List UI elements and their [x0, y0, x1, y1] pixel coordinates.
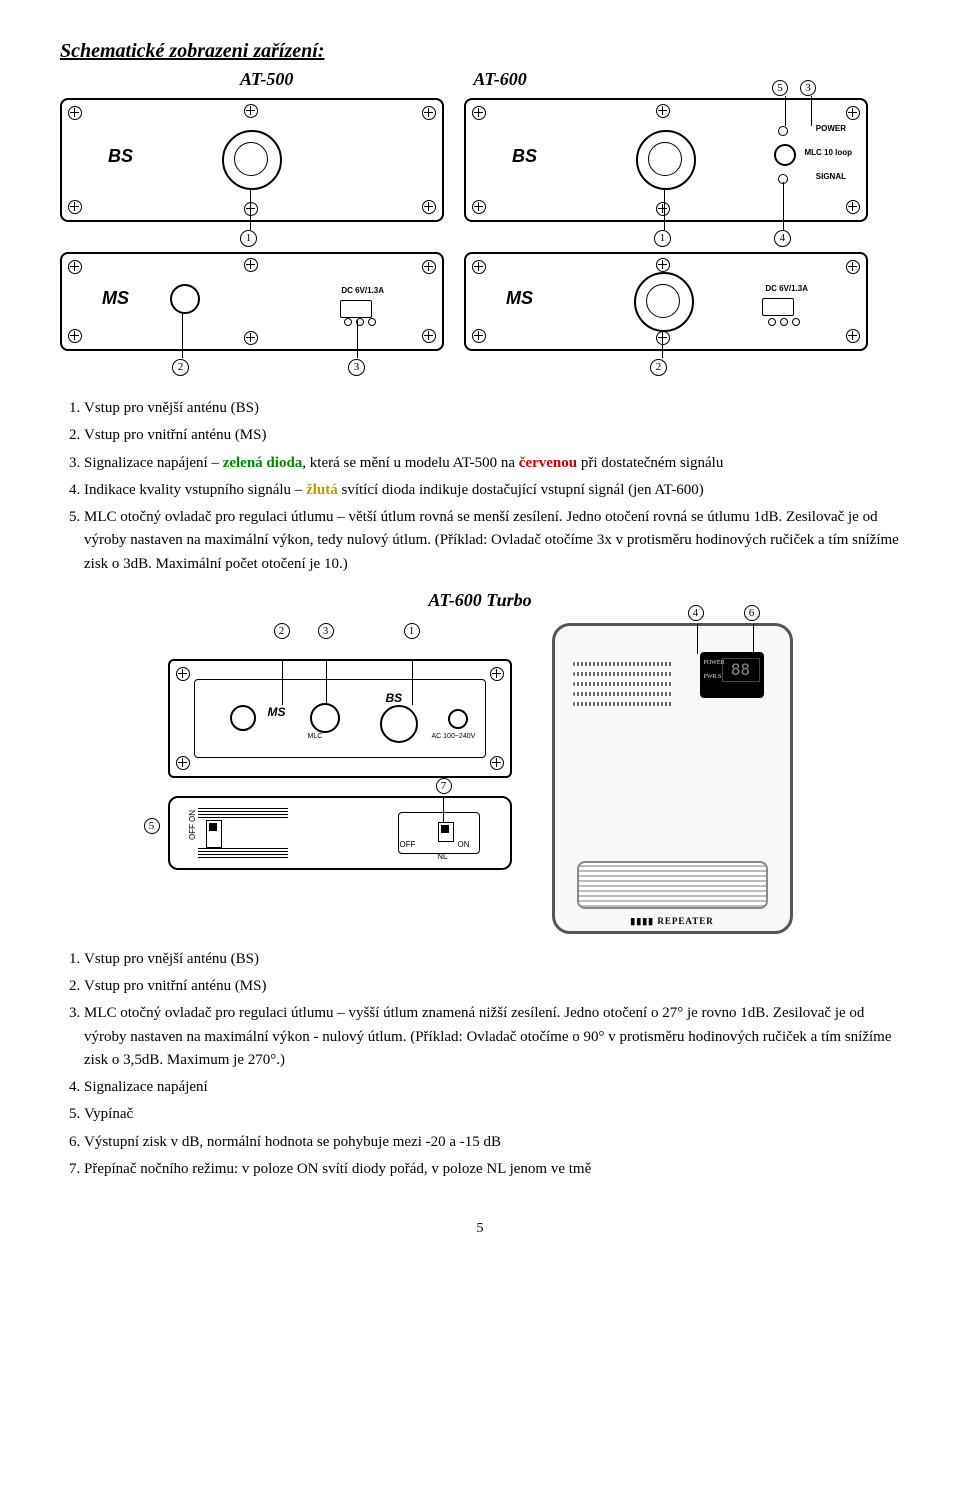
- nl-label: NL: [437, 852, 447, 861]
- on-label: ON: [188, 810, 197, 822]
- subtitle-turbo: AT-600 Turbo: [60, 590, 900, 611]
- model-a: AT-500: [240, 69, 293, 90]
- diagram-row-top: BS BS POWER MLC 10 loop SIGNAL 5 3: [60, 98, 900, 222]
- bs-label: BS: [108, 146, 133, 167]
- turbo-row: 2 3 1 MS MLC BS AC 100~240V 5 7: [60, 623, 900, 934]
- turbo-mlc: [310, 703, 340, 733]
- turbo-bs-conn: [380, 705, 418, 743]
- repeater-unit: POWER PWR.S 88 ▮▮▮▮ REPEATER: [552, 623, 793, 934]
- callout-t3: 3: [318, 623, 334, 639]
- mlc10-label: MLC 10 loop: [804, 148, 852, 157]
- dc-label-600: DC 6V/1.3A: [765, 284, 808, 293]
- page-number: 5: [60, 1221, 900, 1237]
- list-1: Vstup pro vnější anténu (BS) Vstup pro v…: [84, 397, 900, 576]
- ms-connector-500: [170, 284, 200, 314]
- turbo-bs: BS: [386, 691, 403, 705]
- callout-3t: 3: [800, 80, 816, 96]
- list2-item: Vypínač: [84, 1103, 900, 1126]
- list2-item: Vstup pro vnitřní anténu (MS): [84, 975, 900, 998]
- model-b: AT-600: [473, 69, 526, 90]
- callout-t5: 5: [144, 818, 160, 834]
- ms-label: MS: [102, 288, 129, 309]
- off-label2: OFF: [400, 840, 416, 849]
- callout-2b: 2: [650, 359, 667, 376]
- at600-ms-panel: MS DC 6V/1.3A: [464, 252, 868, 351]
- list1-item: Signalizace napájení – zelená dioda, kte…: [84, 452, 900, 475]
- list1-item: MLC otočný ovladač pro regulaci útlumu –…: [84, 506, 900, 576]
- power-label: POWER: [816, 124, 846, 133]
- page-title: Schematické zobrazeni zařízení:: [60, 40, 900, 63]
- callout-1a: 1: [240, 230, 257, 247]
- list2-item: Přepínač nočního režimu: v poloze ON sví…: [84, 1158, 900, 1181]
- callout-5t: 5: [772, 80, 788, 96]
- list1-item: Indikace kvality vstupního signálu – žlu…: [84, 479, 900, 502]
- callout-r4: 4: [688, 605, 704, 621]
- callout-r6: 6: [744, 605, 760, 621]
- dc-label-500: DC 6V/1.3A: [341, 286, 384, 295]
- callout-3a: 3: [348, 359, 365, 376]
- turbo-ac-port: [448, 709, 468, 729]
- on-label2: ON: [458, 840, 470, 849]
- turbo-mlc-label: MLC: [308, 733, 323, 740]
- repeater-label: ▮▮▮▮ REPEATER: [555, 916, 790, 927]
- callout-t1: 1: [404, 623, 420, 639]
- turbo-top-panel: MS MLC BS AC 100~240V: [168, 659, 512, 778]
- bs-connector-600: [636, 130, 696, 190]
- bs-connector: [222, 130, 282, 190]
- off-label: OFF: [188, 824, 197, 840]
- pwr-s2: PWR.S: [704, 674, 722, 680]
- at500-ms-panel: MS DC 6V/1.3A: [60, 252, 444, 351]
- list1-item: Vstup pro vnitřní anténu (MS): [84, 424, 900, 447]
- speaker-grill: [577, 861, 768, 909]
- list2-item: Signalizace napájení: [84, 1076, 900, 1099]
- turbo-led: [230, 705, 256, 731]
- turbo-ac-label: AC 100~240V: [432, 733, 476, 740]
- bs-label-600: BS: [512, 146, 537, 167]
- signal-label: SIGNAL: [816, 172, 846, 181]
- ms-connector-600: [634, 272, 694, 332]
- callout-1b: 1: [654, 230, 671, 247]
- callout-t7: 7: [436, 778, 452, 794]
- turbo-power-switch: [206, 820, 222, 848]
- mlc-knob-600top: [774, 144, 796, 166]
- seg-display: 88: [722, 658, 760, 682]
- list1-item: Vstup pro vnější anténu (BS): [84, 397, 900, 420]
- at500-bs-panel: BS: [60, 98, 444, 222]
- turbo-bot-panel: OFF ON OFF ON NL: [168, 796, 512, 870]
- at600-bs-panel: BS POWER MLC 10 loop SIGNAL: [464, 98, 868, 222]
- callout-t2: 2: [274, 623, 290, 639]
- list2-item: Vstup pro vnější anténu (BS): [84, 948, 900, 971]
- turbo-night-switch: [438, 822, 454, 842]
- ms-label-600: MS: [506, 288, 533, 309]
- list2-item: MLC otočný ovladač pro regulaci útlumu –…: [84, 1002, 900, 1072]
- diagram-row-bot: MS DC 6V/1.3A MS DC 6V/1.3A: [60, 252, 900, 351]
- callout-2a: 2: [172, 359, 189, 376]
- repeater-screen: POWER PWR.S 88: [700, 652, 764, 698]
- list2-item: Výstupní zisk v dB, normální hodnota se …: [84, 1131, 900, 1154]
- list-2: Vstup pro vnější anténu (BS) Vstup pro v…: [84, 948, 900, 1181]
- turbo-ms: MS: [268, 705, 286, 719]
- callout-4: 4: [774, 230, 791, 247]
